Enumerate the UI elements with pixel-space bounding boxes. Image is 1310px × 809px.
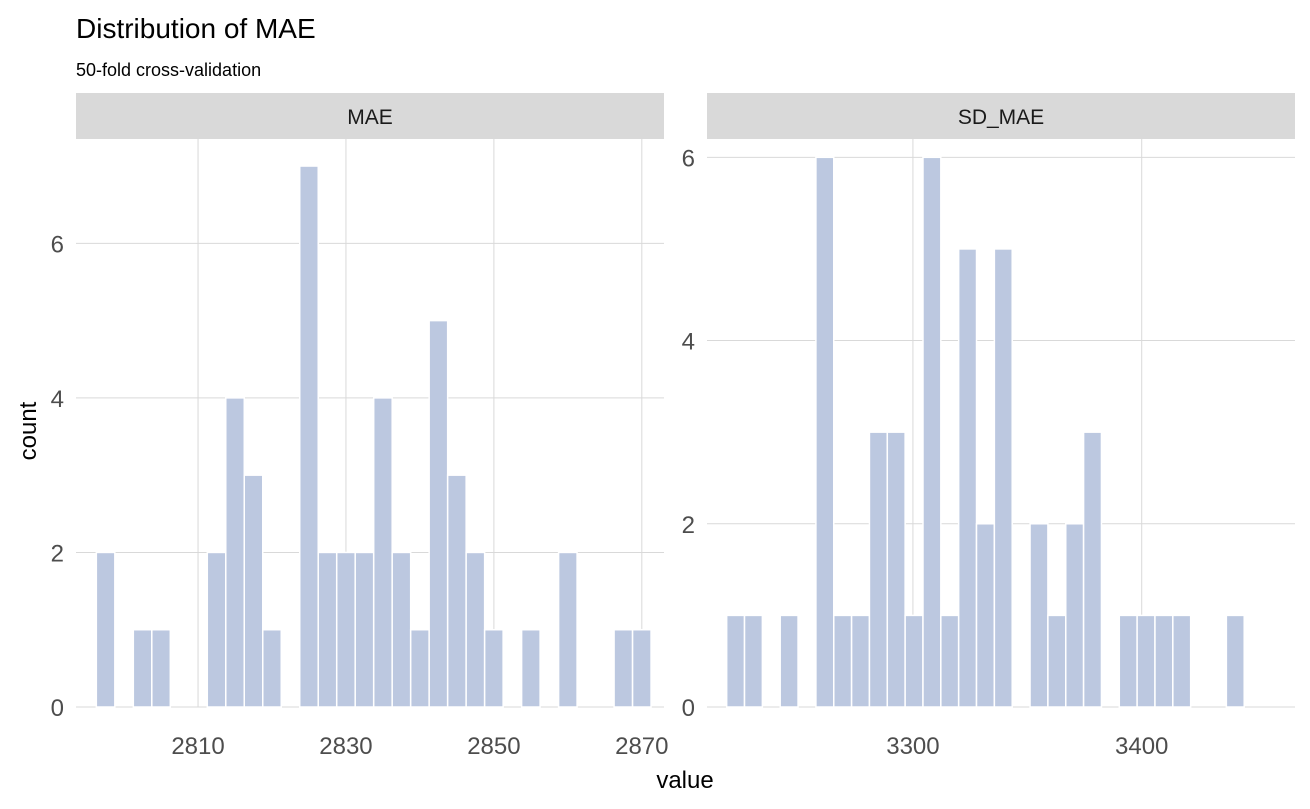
histogram-bar: [631, 628, 652, 708]
histogram-bar: [372, 397, 393, 708]
facet-strip: [76, 93, 664, 139]
facet-strip-label: SD_MAE: [958, 106, 1044, 129]
histogram-bar: [904, 614, 924, 708]
y-tick-label: 6: [682, 145, 695, 172]
histogram-bar: [132, 628, 153, 708]
histogram-bar: [206, 551, 227, 708]
histogram-bar: [335, 551, 356, 708]
y-tick-label: 4: [51, 386, 64, 413]
panel-sd-mae: SD_MAE 0 2 4 6 3300 3400: [682, 93, 1295, 760]
histogram-bar: [483, 628, 504, 708]
histogram-bar: [95, 551, 116, 708]
histogram-bar: [465, 551, 486, 708]
x-tick-label: 3400: [1115, 733, 1168, 760]
x-tick-label: 2830: [319, 733, 372, 760]
histogram-bar: [409, 628, 430, 708]
histogram-bar: [993, 248, 1013, 708]
histogram-bar: [815, 156, 835, 708]
histogram-bar: [1136, 614, 1156, 708]
histogram-bar: [243, 474, 264, 708]
histogram-bar: [1064, 523, 1085, 708]
y-tick-label: 0: [51, 695, 64, 722]
histogram-bar: [557, 551, 578, 708]
histogram-bar: [317, 551, 338, 708]
y-tick-label: 4: [682, 329, 695, 356]
panel-mae: MAE 0 2 4 6 2810 2830 2850 2870: [51, 93, 669, 760]
histogram-bar: [151, 628, 172, 708]
histogram-bar: [262, 628, 282, 708]
histogram-bar: [1047, 614, 1067, 708]
histogram-bar: [868, 431, 889, 708]
histogram-bar: [975, 523, 996, 708]
histogram-bar: [725, 614, 746, 708]
histogram-bar: [743, 614, 764, 708]
histogram-bar: [833, 614, 853, 708]
chart-title: Distribution of MAE: [76, 13, 316, 44]
histogram-bar: [428, 319, 449, 708]
histogram-bar: [850, 614, 871, 708]
histogram-bar: [1082, 431, 1103, 708]
y-tick-label: 0: [682, 695, 695, 722]
chart-subtitle: 50-fold cross-validation: [76, 60, 261, 80]
histogram-bar: [354, 551, 375, 708]
histogram-bar: [225, 397, 246, 708]
facet-strip-label: MAE: [347, 106, 393, 129]
histogram-bar: [613, 628, 634, 708]
x-axis-label: value: [656, 767, 713, 794]
y-tick-label: 6: [51, 231, 64, 258]
y-axis-label: count: [15, 401, 42, 460]
y-tick-label: 2: [682, 512, 695, 539]
histogram-bar: [391, 551, 412, 708]
x-tick-label: 3300: [886, 733, 939, 760]
histogram-bar: [1118, 614, 1138, 708]
histogram-bar: [940, 614, 960, 708]
histogram-bar: [446, 474, 467, 708]
x-tick-label: 2850: [467, 733, 520, 760]
histogram-bar: [957, 248, 978, 708]
x-tick-label: 2870: [615, 733, 668, 760]
facet-strip: [707, 93, 1295, 139]
histogram-bar: [779, 614, 799, 708]
histogram-bar: [520, 628, 541, 708]
histogram-bar: [298, 165, 319, 708]
histogram-bar: [1225, 614, 1245, 708]
x-tick-label: 2810: [171, 733, 224, 760]
histogram-bar: [886, 431, 906, 708]
y-tick-label: 2: [51, 540, 64, 567]
histogram-bar: [1154, 614, 1174, 708]
histogram-bar: [922, 156, 942, 708]
histogram-bar: [1029, 523, 1049, 708]
histogram-bar: [1172, 614, 1192, 708]
